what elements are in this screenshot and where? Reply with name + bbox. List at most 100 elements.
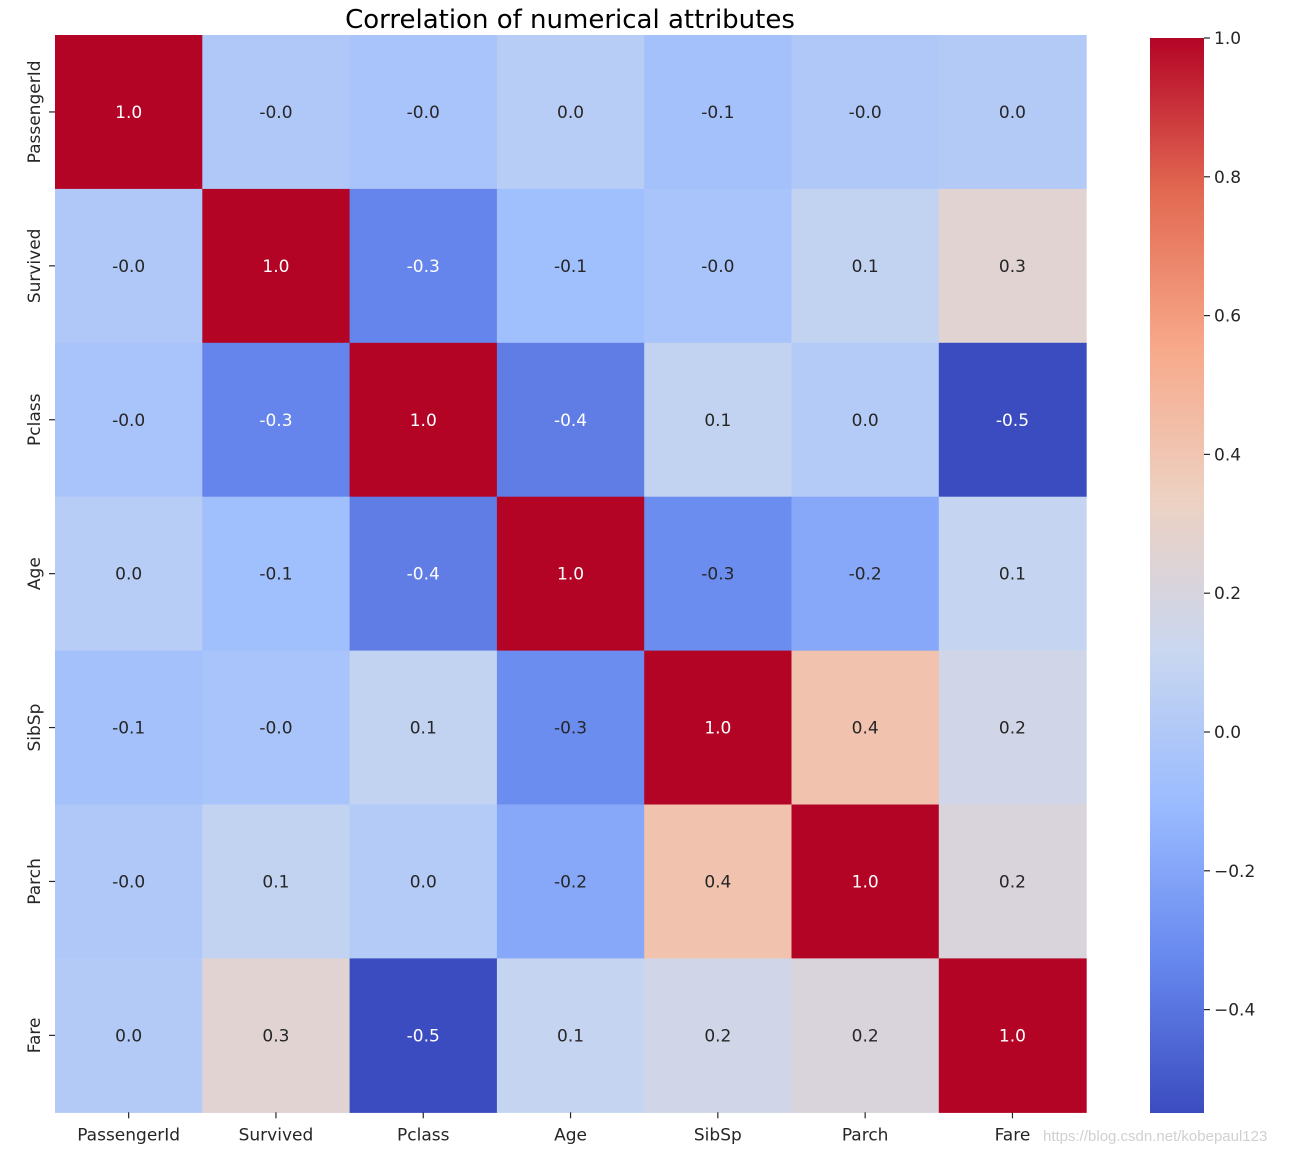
cell-value-label: 1.0 [410,411,437,431]
heatmap-cell [496,188,645,344]
heatmap-cell [644,650,793,806]
cell-value-label: -0.2 [554,872,587,892]
heatmap-cell [202,650,351,806]
heatmap-cell [791,958,940,1113]
y-tick-label: Pclass [25,393,45,446]
heatmap-cell [791,188,940,344]
cell-value-label: 0.0 [115,565,142,585]
heatmap-cell [202,342,351,498]
heatmap-cell [496,804,645,959]
heatmap-cell [496,35,645,190]
cell-value-label: -0.0 [259,103,292,123]
cell-value-label: 0.0 [999,103,1026,123]
heatmap-cell [938,496,1087,652]
cell-value-label: -0.4 [407,565,440,585]
x-tick-label: Pclass [397,1125,450,1145]
heatmap-cell [496,342,645,498]
heatmap-cell [938,342,1087,498]
cell-value-label: 1.0 [262,257,289,277]
cell-value-label: 0.2 [704,1026,731,1046]
cell-value-label: 0.0 [557,103,584,123]
cell-value-label: -0.1 [701,103,734,123]
heatmap-cell [202,188,351,344]
heatmap-cell [55,342,203,498]
colorbar-tick-label: 0.8 [1214,168,1241,188]
heatmap-cell [791,342,940,498]
cell-value-label: -0.3 [554,719,587,739]
heatmap-cell [644,188,793,344]
cell-value-label: 0.1 [262,872,289,892]
heatmap-cell [791,650,940,806]
heatmap-cell [349,35,498,190]
cell-value-label: 0.1 [410,719,437,739]
heatmap-cell [349,496,498,652]
cell-value-label: 0.2 [999,719,1026,739]
heatmap-cell [496,958,645,1113]
heatmap-cell [644,496,793,652]
cell-value-label: 0.0 [410,872,437,892]
y-tick-label: Fare [25,1017,45,1053]
heatmap-cell [496,650,645,806]
cell-value-label: -0.1 [554,257,587,277]
colorbar-tick-label: 0.6 [1214,307,1241,327]
heatmap-cell [55,496,203,652]
cell-value-label: -0.1 [112,719,145,739]
colorbar-tick-label: 0.0 [1214,723,1241,743]
heatmap-cell [938,188,1087,344]
heatmap-cell [202,35,351,190]
cell-value-label: -0.0 [849,103,882,123]
heatmap-cell [202,804,351,959]
x-tick-label: Parch [842,1125,889,1145]
colorbar-tick-label: −0.2 [1214,862,1255,882]
cell-value-label: 1.0 [704,719,731,739]
cell-value-label: -0.0 [407,103,440,123]
cell-value-label: -0.0 [112,872,145,892]
colorbar-tick-label: 1.0 [1214,29,1241,49]
cell-value-label: -0.0 [259,719,292,739]
cell-value-label: 1.0 [999,1026,1026,1046]
cell-value-label: 0.1 [704,411,731,431]
cell-value-label: -0.0 [112,257,145,277]
colorbar [1150,38,1204,1113]
heatmap-cell [791,804,940,959]
heatmap-cell [202,496,351,652]
x-tick-label: Age [554,1125,587,1145]
heatmap-cell [349,650,498,806]
cell-value-label: 0.1 [557,1026,584,1046]
cell-value-label: -0.3 [259,411,292,431]
cell-value-label: -0.0 [701,257,734,277]
heatmap-cell [791,496,940,652]
cell-value-label: 0.2 [852,1026,879,1046]
heatmap-cell [55,804,203,959]
cell-value-label: 0.4 [704,872,731,892]
cell-value-label: 0.3 [999,257,1026,277]
cell-value-label: 0.0 [852,411,879,431]
chart-title: Correlation of numerical attributes [345,5,795,35]
colorbar-tick-label: −0.4 [1214,1001,1255,1021]
x-tick-label: Fare [995,1125,1031,1145]
heatmap-cell [349,188,498,344]
y-tick-label: PassengerId [25,60,45,163]
cell-value-label: -0.5 [407,1026,440,1046]
heatmap-cell [938,804,1087,959]
x-tick-label: Survived [239,1125,314,1145]
heatmap-cell [55,188,203,344]
cell-value-label: -0.0 [112,411,145,431]
y-tick-label: Parch [25,858,45,905]
cell-value-label: 0.3 [262,1026,289,1046]
cell-value-label: -0.4 [554,411,587,431]
heatmap-cell [644,35,793,190]
heatmap-cell [644,958,793,1113]
cell-value-label: 0.1 [852,257,879,277]
cell-value-label: -0.3 [701,565,734,585]
heatmap-cell [938,958,1087,1113]
colorbar-tick-label: 0.4 [1214,445,1241,465]
heatmap-cell [202,958,351,1113]
cell-value-label: 0.2 [999,872,1026,892]
heatmap-cell [349,804,498,959]
heatmap-cell [644,804,793,959]
heatmap-cell [938,35,1087,190]
heatmap-cell [349,342,498,498]
heatmap-cell [55,958,203,1113]
